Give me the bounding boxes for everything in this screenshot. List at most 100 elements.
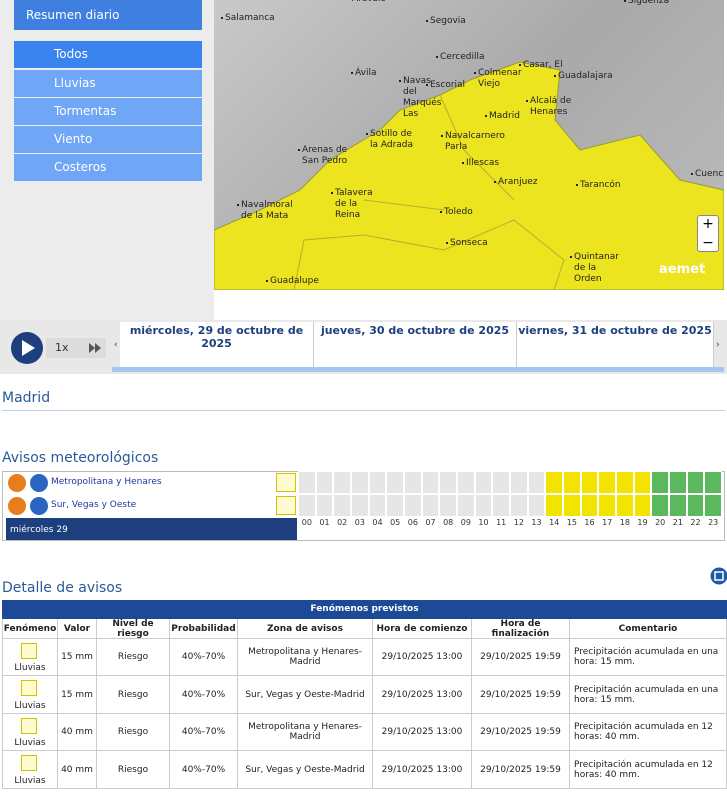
prev-arrow[interactable]: ‹ <box>114 340 118 350</box>
hour-cell <box>510 494 528 517</box>
map[interactable]: + − aemet Arévalo Salamanca Segovia Sigüenz… <box>214 0 724 290</box>
table-cell: Riesgo <box>97 639 170 676</box>
hour-cell <box>598 471 616 494</box>
zoom-control <box>697 215 719 252</box>
place-label: Colmenar Viejo <box>474 68 522 89</box>
hour-cell <box>616 494 634 517</box>
hour-cell <box>351 494 369 517</box>
place-label: Sonseca <box>446 238 500 249</box>
table-cell: 40%-70% <box>170 639 238 676</box>
hour-label: 22 <box>690 518 701 527</box>
hour-label: 03 <box>354 518 365 527</box>
play-button[interactable] <box>10 331 44 365</box>
menu-item[interactable]: Lluvias <box>14 70 202 97</box>
hour-cell <box>598 494 616 517</box>
hour-label: 09 <box>460 518 471 527</box>
date-tab[interactable]: miércoles, 29 de octubre de 2025 <box>120 322 314 367</box>
feed-icon[interactable] <box>8 474 26 492</box>
table-cell: Precipitación acumulada en 12 horas: 40 … <box>570 714 727 751</box>
hour-cell <box>439 471 457 494</box>
hour-cell <box>457 494 475 517</box>
hour-cell <box>474 494 493 517</box>
place-label: Navalmoral de la Mata <box>237 200 296 222</box>
table-cell: 40%-70% <box>170 751 238 789</box>
hour-label: 17 <box>602 518 613 527</box>
rain-icon <box>21 755 37 771</box>
zoom-out[interactable]: − <box>702 235 714 251</box>
hour-cell <box>686 471 705 494</box>
table-cell: 40 mm <box>58 714 97 751</box>
next-arrow[interactable]: › <box>716 340 720 350</box>
feed-icon[interactable] <box>30 497 48 515</box>
table-caption: Fenómenos previstos <box>2 600 727 619</box>
hour-cell <box>704 471 722 494</box>
hour-cell <box>669 471 687 494</box>
table-cell: Precipitación acumulada en una hora: 15 … <box>570 676 727 714</box>
zone-name[interactable]: Metropolitana y Henares <box>51 477 162 487</box>
hour-cell <box>563 494 581 517</box>
hour-cell <box>439 494 457 517</box>
column-header: Probabilidad <box>170 619 238 639</box>
place-label: Arenas de San Pedro <box>298 145 352 167</box>
place-label: Navas del Marqués Las <box>399 76 445 120</box>
details-title: Detalle de avisos <box>2 580 123 596</box>
speed[interactable]: 1x <box>46 338 106 358</box>
hour-label: 06 <box>407 518 418 527</box>
table-cell: 29/10/2025 19:59 <box>472 714 570 751</box>
hour-cell <box>651 494 669 517</box>
hour-label: 01 <box>319 518 330 527</box>
table-cell: 29/10/2025 19:59 <box>472 639 570 676</box>
yellow-zone <box>214 61 724 290</box>
column-header: Fenómeno <box>2 619 58 639</box>
hour-cell <box>580 471 599 494</box>
place-label: Navalcarnero Parla <box>441 131 505 152</box>
column-header: Hora de comienzo <box>373 619 472 639</box>
hour-cell <box>386 471 404 494</box>
place-label: Aranjuez <box>494 177 548 188</box>
hour-label: 02 <box>337 518 348 527</box>
place-label: Salamanca <box>221 13 295 24</box>
place-label: Guadalajara <box>554 71 618 82</box>
feed-icon[interactable] <box>30 474 48 492</box>
table-cell: 40 mm <box>58 751 97 789</box>
table-cell: Metropolitana y Henares-Madrid <box>238 714 373 751</box>
date-tab[interactable]: viernes, 31 de octubre de 2025 <box>517 322 714 367</box>
table-cell: Lluvias <box>2 676 58 714</box>
hour-cell <box>704 494 722 517</box>
date-tab[interactable]: jueves, 30 de octubre de 2025 <box>314 322 517 367</box>
hour-cell <box>633 471 652 494</box>
hour-cell <box>669 494 687 517</box>
hour-cell <box>527 471 546 494</box>
place-label: Quintanar de la Orden <box>570 252 619 284</box>
column-header: Hora de finalización <box>472 619 570 639</box>
hour-cell <box>457 471 475 494</box>
hour-cell <box>421 494 440 517</box>
hour-cell <box>545 494 563 517</box>
fast-forward[interactable] <box>88 342 102 354</box>
menu-item[interactable]: Viento <box>14 126 202 153</box>
table-cell: 29/10/2025 19:59 <box>472 751 570 789</box>
hour-cell <box>633 494 652 517</box>
place-label: Guadalupe <box>266 276 330 287</box>
place-label: Casar, El <box>519 60 563 70</box>
hour-label: 15 <box>566 518 577 527</box>
hour-cell <box>686 494 705 517</box>
table-cell: Sur, Vegas y Oeste-Madrid <box>238 751 373 789</box>
print-button[interactable] <box>710 566 727 586</box>
hour-cell <box>386 494 404 517</box>
table-cell: Riesgo <box>97 676 170 714</box>
region-title: Madrid <box>2 390 51 406</box>
table-cell: 29/10/2025 13:00 <box>373 639 472 676</box>
table-cell: Sur, Vegas y Oeste-Madrid <box>238 676 373 714</box>
hour-label: 11 <box>496 518 507 527</box>
hour-cell <box>563 471 581 494</box>
feed-icon[interactable] <box>8 497 26 515</box>
summary-button[interactable]: Resumen diario <box>14 0 202 30</box>
menu-item[interactable]: Costeros <box>14 154 202 181</box>
zone-name[interactable]: Sur, Vegas y Oeste <box>51 500 137 510</box>
menu-item[interactable]: Tormentas <box>14 98 202 125</box>
zoom-in[interactable]: + <box>702 216 714 232</box>
hour-label: 08 <box>443 518 454 527</box>
menu-item[interactable]: Todos <box>14 41 202 68</box>
